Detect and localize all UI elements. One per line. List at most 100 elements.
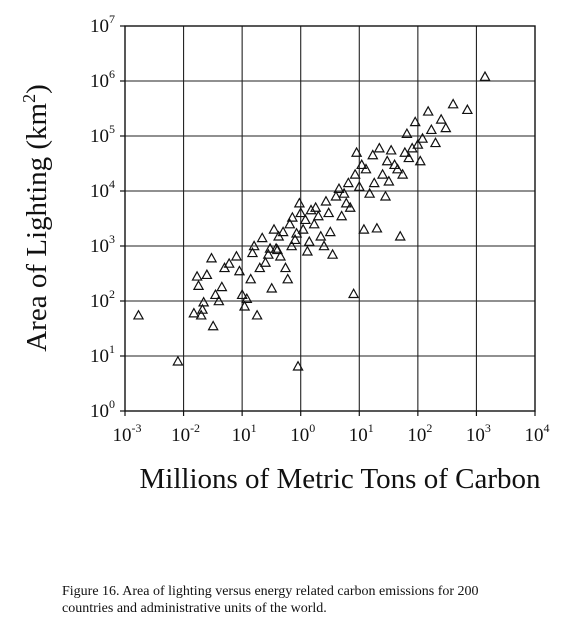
data-point [188,307,200,318]
data-point [305,204,317,215]
y-tick-label: 100 [90,397,115,422]
x-tick-label: 101 [349,421,374,446]
data-point [310,201,322,212]
data-point [279,262,292,273]
data-point [381,155,393,166]
data-point [209,288,222,300]
data-point [268,223,280,234]
data-point [479,70,491,81]
data-point [236,288,248,300]
y-tick-label: 107 [90,12,115,37]
data-point [172,355,184,366]
data-point [271,244,284,255]
data-point [363,187,376,198]
data-point [409,116,421,127]
data-point [308,218,320,229]
data-point [336,210,348,221]
data-point [340,197,352,208]
x-tick-label: 101 [232,421,257,446]
data-point [447,98,459,109]
data-point [403,152,415,163]
data-point [295,207,307,218]
plot-frame [124,25,536,412]
data-point [213,295,225,306]
y-tick-label: 105 [90,122,115,147]
data-point [299,213,311,225]
data-points [132,70,491,371]
data-point [323,207,335,218]
data-point [301,245,314,256]
data-point [385,144,397,155]
data-point [248,240,260,251]
y-axis-title: Area of Lighting (km2) [19,84,53,352]
data-point [303,235,315,246]
data-point [216,281,228,292]
data-point [262,248,274,259]
plot-area [125,26,535,411]
tick-marks [120,25,536,416]
data-point [401,127,413,139]
y-tick-labels: 100 101 102 103 104 105 106 107 [90,12,115,422]
data-point [245,273,257,284]
x-tick-label: 103 [466,421,491,446]
data-point [338,187,350,198]
data-point [196,303,209,314]
data-point [320,195,332,206]
data-point [435,113,447,124]
data-point [397,168,409,179]
data-point [394,230,406,241]
figure-caption: Figure 16. Area of lighting versus energ… [62,584,479,616]
data-point [259,256,272,267]
data-point [315,230,327,241]
data-point [416,132,429,143]
data-point [132,309,145,320]
x-tick-labels: 10-3 10-2 101 100 101 102 103 104 [113,421,550,446]
x-tick-label: 102 [407,421,432,446]
data-point [373,142,385,153]
data-point [233,265,246,276]
data-point [264,242,276,253]
data-point [274,250,287,261]
data-point [251,309,263,320]
x-tick-label: 10-2 [171,421,200,446]
y-tick-label: 101 [90,342,115,367]
x-tick-label: 104 [525,421,550,446]
data-point [414,155,426,166]
data-point [379,190,392,201]
x-tick-label: 10-3 [113,421,142,446]
data-point [350,146,363,157]
data-point [412,138,424,149]
y-tick-label: 106 [90,67,115,92]
data-point [347,287,360,299]
data-point [330,190,342,201]
data-point [254,262,266,273]
data-point [256,232,268,243]
data-point [230,250,243,261]
data-point [368,177,380,188]
data-point [371,222,383,233]
data-point [358,223,370,234]
data-point [286,211,298,222]
data-point [440,122,452,133]
data-point [324,226,336,237]
data-point [266,282,278,293]
data-point [277,226,289,237]
data-point [293,197,306,208]
data-point [376,168,389,179]
data-point [349,168,361,179]
data-point [286,240,298,251]
data-point [223,257,235,268]
data-point [383,175,395,186]
data-point [289,233,301,245]
data-point [388,158,401,170]
data-point [312,210,324,221]
data-point [318,240,330,251]
data-point [360,163,372,174]
data-point [429,137,442,148]
y-tick-label: 103 [90,232,115,257]
data-point [198,296,210,307]
data-point [391,163,404,174]
data-point [342,177,354,188]
data-point [191,270,203,281]
